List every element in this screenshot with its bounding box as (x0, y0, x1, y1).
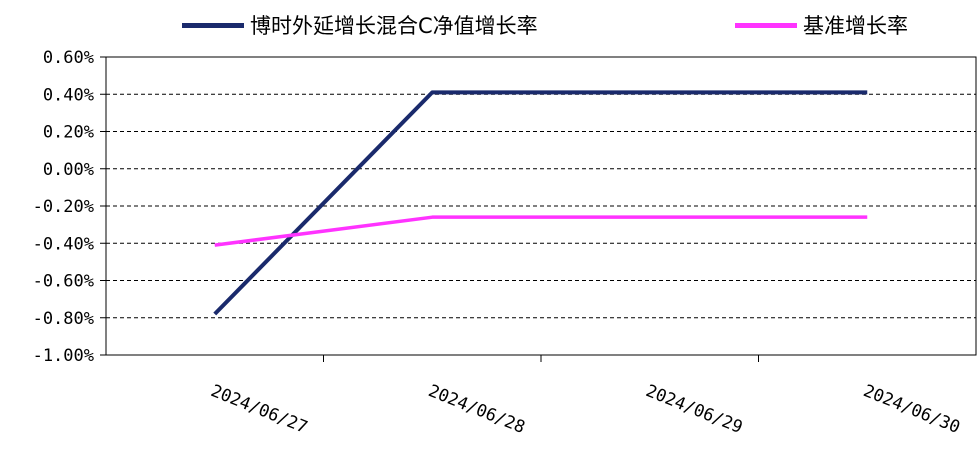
y-tick-label: 0.60% (43, 48, 94, 68)
y-tick-label: -0.60% (33, 272, 94, 292)
y-tick-label: 0.40% (43, 85, 94, 105)
series-line-benchmark (214, 215, 868, 247)
x-tick-label: 2024/06/27 (208, 381, 310, 438)
y-tick-label: -0.40% (33, 234, 94, 254)
x-axis-ticks: 2024/06/27 2024/06/28 2024/06/29 2024/06/30 (208, 355, 963, 438)
legend-label-nav: 博时外延增长混合C净值增长率 (250, 14, 538, 38)
y-tick-label: -0.20% (33, 197, 94, 217)
y-tick-label: -1.00% (33, 346, 94, 366)
legend-item-benchmark: 基准增长率 (735, 10, 908, 40)
x-tick-label: 2024/06/28 (425, 381, 527, 438)
legend-item-nav: 博时外延增长混合C净值增长率 (182, 10, 538, 40)
y-tick-label: 0.20% (43, 123, 94, 143)
y-axis-ticks: 0.60% 0.40% 0.20% 0.00% -0.20% -0.40% -0.60% -0… (33, 48, 106, 366)
legend-swatch-benchmark (735, 22, 797, 28)
y-tick-label: 0.00% (43, 160, 94, 180)
x-tick-label: 2024/06/30 (860, 381, 962, 438)
y-tick-label: -0.80% (33, 309, 94, 329)
series-line-nav (213, 90, 868, 316)
legend-swatch-nav (182, 22, 244, 28)
legend-label-benchmark: 基准增长率 (803, 14, 908, 38)
series-lines (213, 90, 868, 316)
x-tick-label: 2024/06/29 (643, 381, 745, 438)
